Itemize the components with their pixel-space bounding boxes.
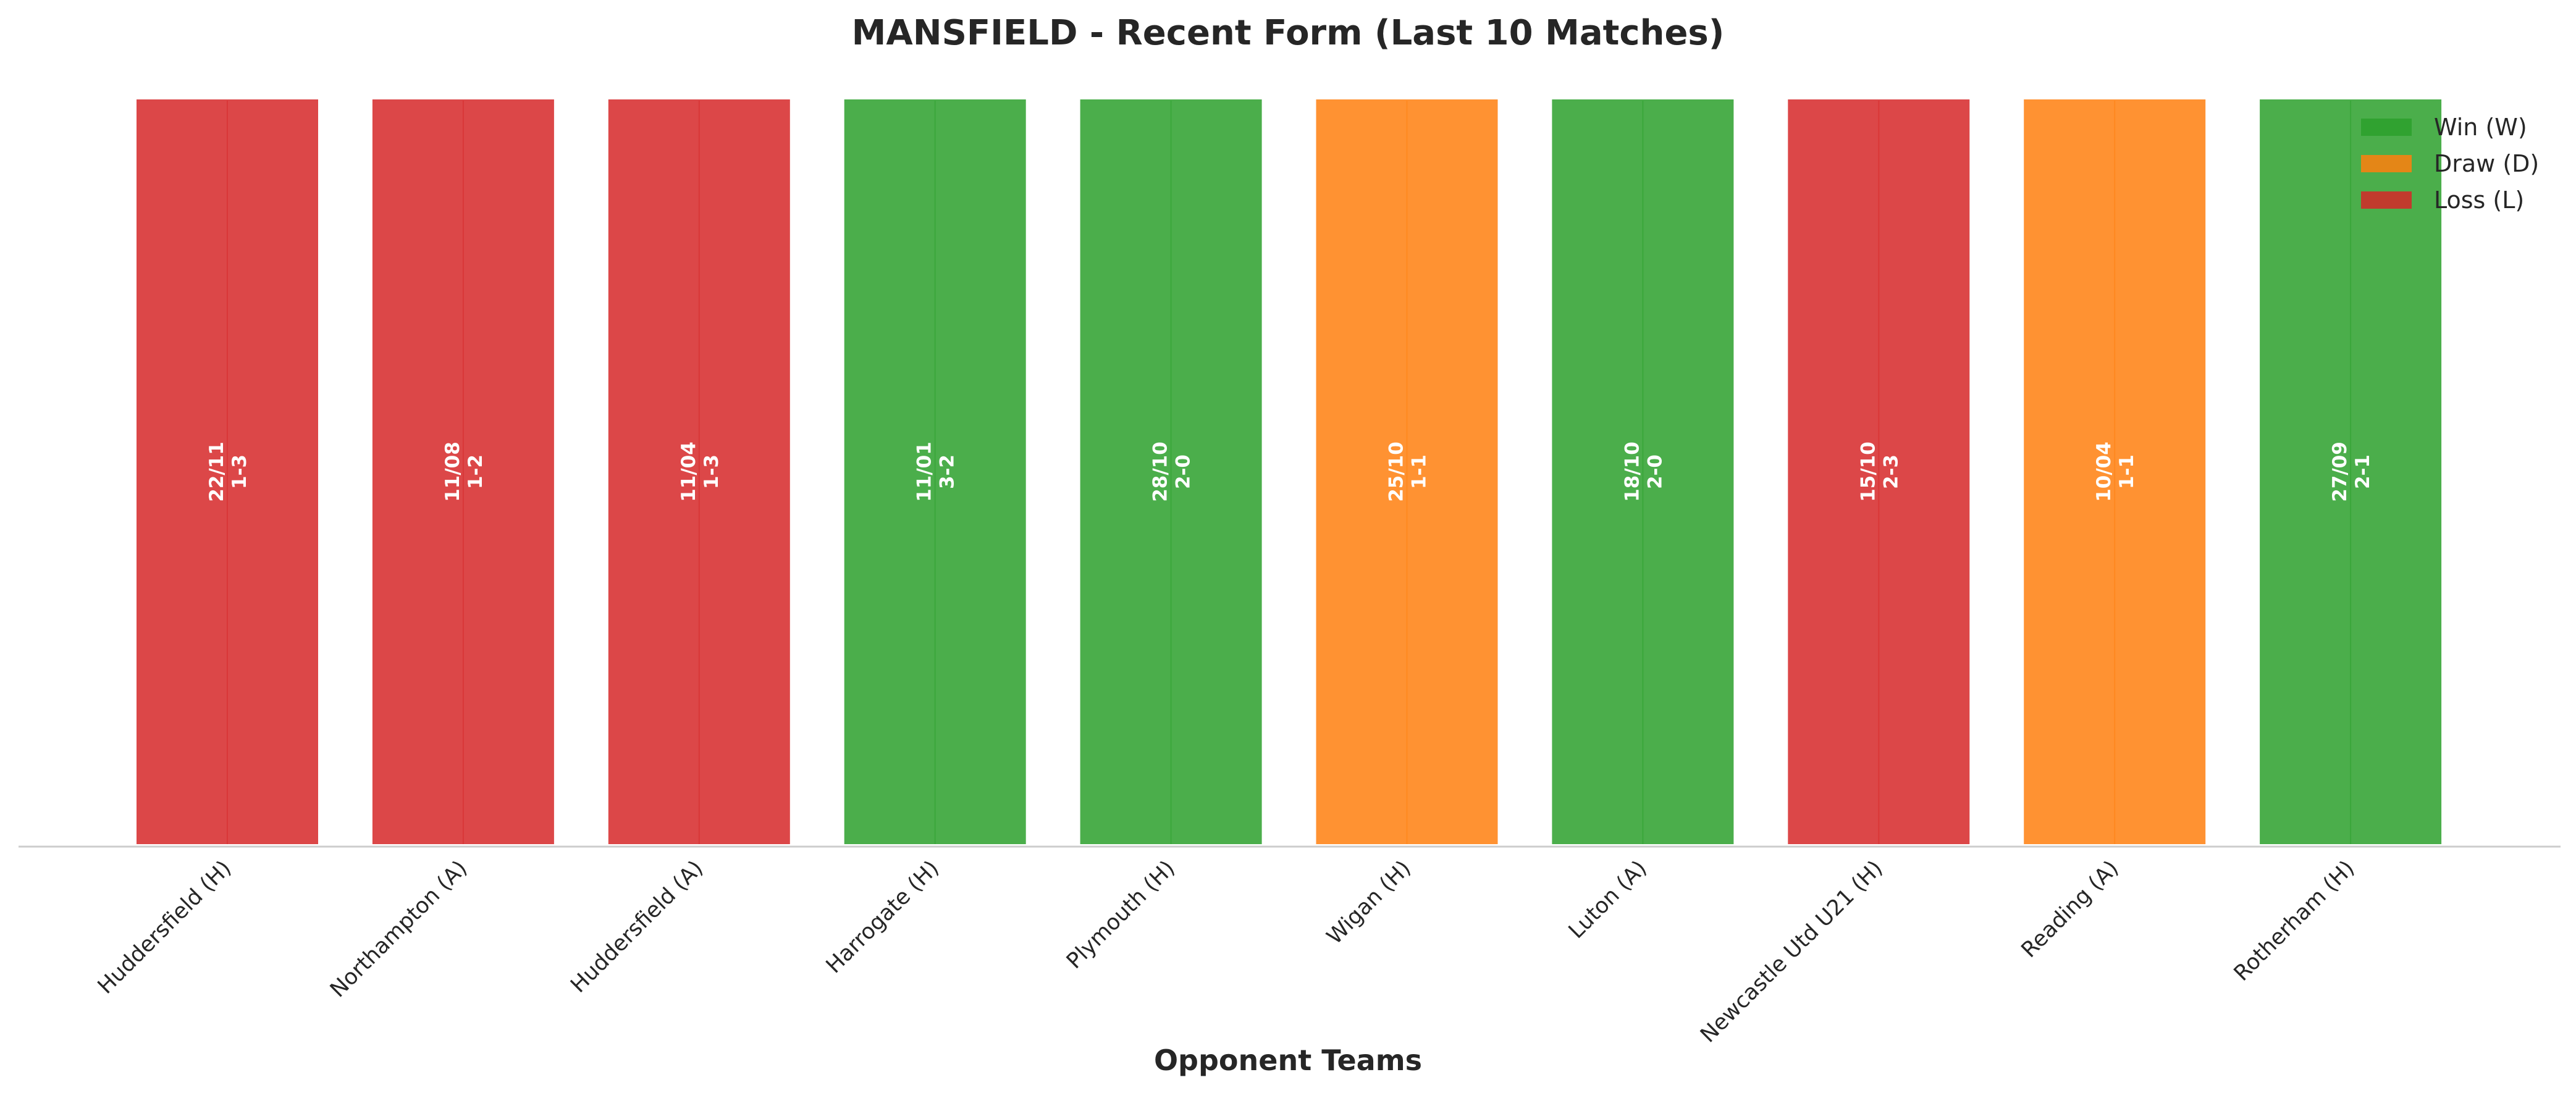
x-tick-label-4: Harrogate (H) bbox=[822, 856, 944, 978]
bar-score-label: 1-3 bbox=[701, 454, 723, 489]
legend-label-d: Draw (D) bbox=[2434, 150, 2539, 177]
legend-swatch-l bbox=[2361, 191, 2412, 209]
bar-label-3: 11/04 1-3 bbox=[678, 442, 723, 502]
bar-label-7: 18/10 2-0 bbox=[1621, 442, 1666, 502]
x-tick-label-6: Wigan (H) bbox=[1322, 856, 1415, 949]
bar-label-1: 22/11 1-3 bbox=[206, 442, 251, 502]
bar-score-label: 1-2 bbox=[465, 454, 487, 489]
bar-date-label: 15/10 bbox=[1857, 442, 1879, 502]
bar-score-label: 2-0 bbox=[1172, 454, 1195, 489]
bar-date-label: 10/04 bbox=[2093, 442, 2115, 502]
bar-date-label: 22/11 bbox=[206, 442, 228, 502]
bar-label-9: 10/04 1-1 bbox=[2093, 442, 2138, 502]
bars-layer: 22/11 1-3 11/08 1-2 11/04 1-3 11/01 3-2 28/10 2-0… bbox=[134, 97, 2444, 847]
legend-label-w: Win (W) bbox=[2434, 114, 2527, 141]
bar-label-6: 25/10 1-1 bbox=[1386, 442, 1431, 502]
bar-score-label: 1-1 bbox=[2116, 454, 2138, 489]
chart-title: MANSFIELD - Recent Form (Last 10 Matches… bbox=[852, 13, 1725, 53]
bar-date-label: 11/01 bbox=[914, 442, 936, 502]
legend-swatch-d bbox=[2361, 155, 2412, 172]
x-tick-label-2: Northampton (A) bbox=[326, 856, 472, 1002]
x-axis-label: Opponent Teams bbox=[1154, 1044, 1422, 1077]
bar-score-label: 2-1 bbox=[2352, 454, 2374, 489]
legend-swatch-w bbox=[2361, 119, 2412, 136]
x-tick-label-8: Newcastle Utd U21 (H) bbox=[1696, 856, 1887, 1047]
bar-score-label: 2-3 bbox=[1880, 454, 1902, 489]
bar-label-10: 27/09 2-1 bbox=[2329, 442, 2374, 502]
x-tick-label-1: Huddersfield (H) bbox=[93, 856, 236, 999]
bar-label-2: 11/08 1-2 bbox=[442, 442, 487, 502]
x-tick-labels: Huddersfield (H) Northampton (A) Huddersfi… bbox=[93, 856, 2360, 1047]
bar-label-5: 28/10 2-0 bbox=[1150, 442, 1195, 502]
bar-label-8: 15/10 2-3 bbox=[1857, 442, 1902, 502]
bar-date-label: 28/10 bbox=[1150, 442, 1172, 502]
x-tick-label-7: Luton (A) bbox=[1564, 856, 1652, 944]
x-tick-label-3: Huddersfield (A) bbox=[566, 856, 708, 998]
legend-label-l: Loss (L) bbox=[2434, 186, 2524, 214]
bar-date-label: 11/08 bbox=[442, 442, 464, 502]
x-tick-label-5: Plymouth (H) bbox=[1062, 856, 1180, 974]
bar-score-label: 1-3 bbox=[229, 454, 251, 489]
x-tick-label-9: Reading (A) bbox=[2017, 856, 2124, 963]
bar-date-label: 25/10 bbox=[1386, 442, 1408, 502]
bar-score-label: 2-0 bbox=[1644, 454, 1666, 489]
legend: Win (W) Draw (D) Loss (L) bbox=[2361, 114, 2539, 214]
bar-date-label: 18/10 bbox=[1621, 442, 1643, 502]
bar-label-4: 11/01 3-2 bbox=[914, 442, 959, 502]
bar-score-label: 3-2 bbox=[937, 454, 959, 489]
bar-score-label: 1-1 bbox=[1408, 454, 1431, 489]
x-tick-label-10: Rotherham (H) bbox=[2229, 856, 2360, 986]
bar-date-label: 27/09 bbox=[2329, 442, 2351, 502]
bar-date-label: 11/04 bbox=[678, 442, 700, 502]
